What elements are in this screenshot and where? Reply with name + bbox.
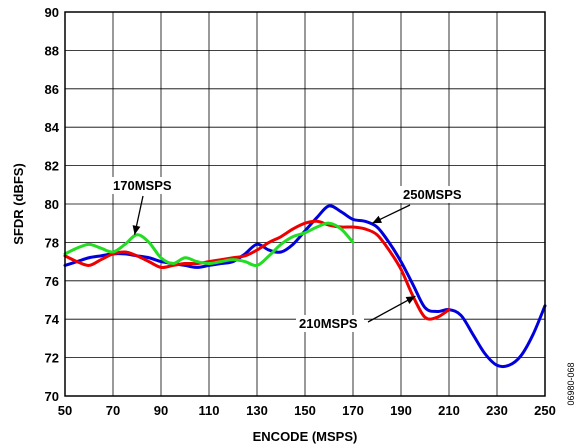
series-layer xyxy=(63,204,547,369)
annotation-label-210msps: 210MSPS xyxy=(299,316,358,331)
annotation-label-170msps: 170MSPS xyxy=(113,178,172,193)
y-tick-label: 70 xyxy=(45,389,59,404)
annotation-arrowhead-250msps xyxy=(372,215,382,224)
annotation-arrowhead-170msps xyxy=(132,225,141,235)
series-line-210msps xyxy=(63,219,451,321)
y-tick-label: 78 xyxy=(45,235,59,250)
annotation-bg-250msps xyxy=(400,186,468,203)
plot-frame xyxy=(64,11,546,397)
x-tick-label: 250 xyxy=(534,403,556,418)
y-tick-label: 76 xyxy=(45,274,59,289)
y-tick-label: 74 xyxy=(45,312,60,327)
x-tick-label: 90 xyxy=(154,403,168,418)
x-tick-label: 50 xyxy=(58,403,72,418)
y-tick-label: 86 xyxy=(45,82,59,97)
annotation-arrowhead-210msps xyxy=(405,296,416,304)
x-tick-label: 190 xyxy=(390,403,412,418)
y-axis-title: SFDR (dBFS) xyxy=(11,163,26,245)
annotation-layer: 170MSPS 250MSPS 210MSPS xyxy=(110,177,468,332)
y-tick-label: 80 xyxy=(45,197,59,212)
annotation-label-250msps: 250MSPS xyxy=(403,187,462,202)
y-tick-label: 88 xyxy=(45,43,59,58)
y-tick-label: 82 xyxy=(45,159,59,174)
y-tick-label: 84 xyxy=(45,120,60,135)
grid-layer xyxy=(64,11,546,397)
x-tick-label: 70 xyxy=(106,403,120,418)
figure-id: 06980-068 xyxy=(566,362,576,405)
y-tick-label: 90 xyxy=(45,5,59,20)
tick-label-layer: 50 70 90 110 130 150 170 190 210 230 2507072747678… xyxy=(45,5,556,418)
annotation-bg-170msps xyxy=(110,177,178,194)
x-axis-title: ENCODE (MSPS) xyxy=(253,429,358,444)
annotation-bg-210msps xyxy=(296,315,364,332)
series-line-170msps xyxy=(63,221,355,268)
x-tick-label: 130 xyxy=(246,403,268,418)
x-tick-label: 170 xyxy=(342,403,364,418)
x-tick-label: 110 xyxy=(199,403,220,418)
series-line-250msps xyxy=(63,204,547,369)
x-tick-label: 230 xyxy=(486,403,508,418)
x-tick-label: 150 xyxy=(294,403,316,418)
x-tick-label: 210 xyxy=(438,403,460,418)
y-tick-label: 72 xyxy=(45,351,59,366)
frame-layer xyxy=(64,11,546,397)
